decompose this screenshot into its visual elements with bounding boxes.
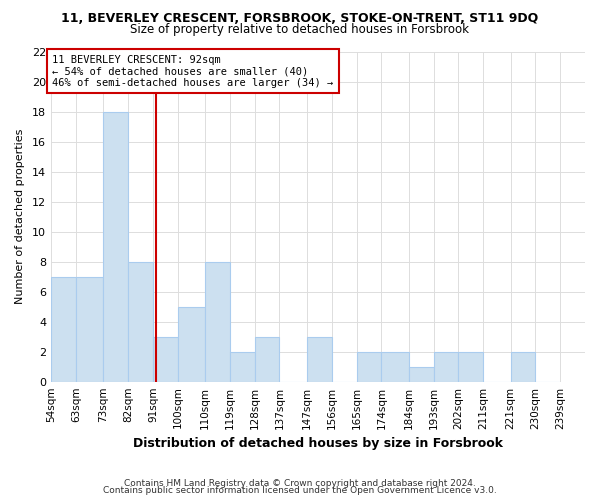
Bar <box>458 352 483 382</box>
Text: Contains public sector information licensed under the Open Government Licence v3: Contains public sector information licen… <box>103 486 497 495</box>
Text: Contains HM Land Registry data © Crown copyright and database right 2024.: Contains HM Land Registry data © Crown c… <box>124 478 476 488</box>
Bar <box>434 352 458 382</box>
Bar <box>178 306 205 382</box>
Bar <box>307 336 332 382</box>
Bar <box>382 352 409 382</box>
Bar <box>128 262 153 382</box>
X-axis label: Distribution of detached houses by size in Forsbrook: Distribution of detached houses by size … <box>133 437 503 450</box>
Bar <box>76 276 103 382</box>
Bar <box>103 112 128 382</box>
Text: 11 BEVERLEY CRESCENT: 92sqm
← 54% of detached houses are smaller (40)
46% of sem: 11 BEVERLEY CRESCENT: 92sqm ← 54% of det… <box>52 54 334 88</box>
Bar <box>205 262 230 382</box>
Bar <box>255 336 280 382</box>
Bar <box>409 366 434 382</box>
Bar <box>230 352 255 382</box>
Bar <box>511 352 535 382</box>
Y-axis label: Number of detached properties: Number of detached properties <box>15 129 25 304</box>
Text: Size of property relative to detached houses in Forsbrook: Size of property relative to detached ho… <box>131 22 470 36</box>
Bar <box>51 276 76 382</box>
Bar <box>356 352 382 382</box>
Bar <box>153 336 178 382</box>
Text: 11, BEVERLEY CRESCENT, FORSBROOK, STOKE-ON-TRENT, ST11 9DQ: 11, BEVERLEY CRESCENT, FORSBROOK, STOKE-… <box>61 12 539 26</box>
